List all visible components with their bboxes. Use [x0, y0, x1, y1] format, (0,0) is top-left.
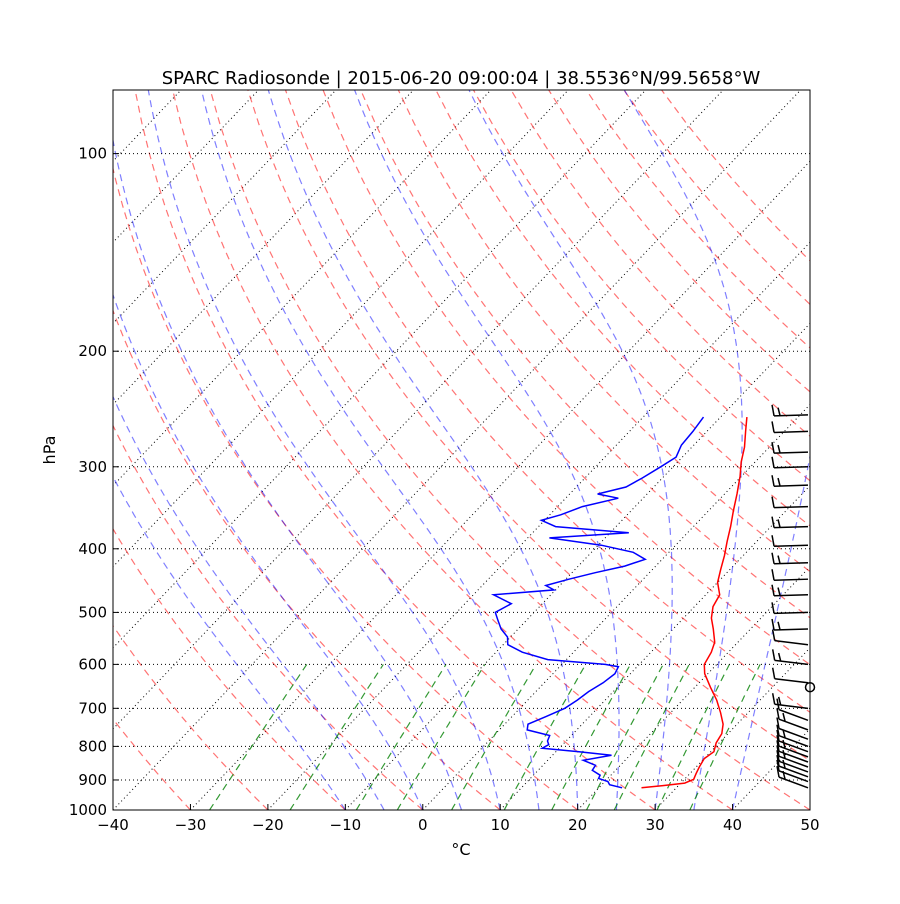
y-tick-label: 500: [78, 603, 107, 621]
mixing-ratio-line: [397, 664, 485, 810]
wind-barb: [773, 668, 808, 683]
mixing-ratio-lines: [210, 664, 761, 810]
wind-barb: [772, 535, 808, 546]
x-tick-label: −10: [330, 816, 362, 834]
y-tick-label: 400: [78, 540, 107, 558]
wind-barb: [777, 699, 808, 721]
isotherm-line: [887, 90, 900, 810]
y-tick-label: 700: [78, 699, 107, 717]
wind-barb: [773, 649, 808, 664]
wind-barb: [772, 585, 808, 596]
y-tick-label: 300: [78, 458, 107, 476]
dry-adiabat-line: [361, 90, 900, 810]
x-axis-label: °C: [451, 840, 470, 859]
dry-adiabat-line: [662, 90, 900, 810]
wind-barb: [772, 421, 808, 432]
isotherm-line: [578, 90, 900, 810]
y-tick-label: 1000: [69, 801, 107, 819]
dry-adiabat-line: [398, 90, 900, 810]
mixing-ratio-line: [452, 664, 536, 810]
isotherm-line: [268, 90, 900, 810]
dry-adiabat-line: [248, 90, 888, 810]
temperature-line: [642, 417, 747, 788]
dry-adiabats: [0, 90, 900, 810]
wind-barb: [772, 405, 808, 416]
wind-barb: [772, 619, 808, 630]
wind-barb: [773, 630, 808, 645]
wind-barb: [772, 569, 808, 580]
moist-adiabat-line: [202, 90, 539, 810]
profile-lines: [494, 417, 747, 788]
isotherm-grid: [0, 90, 900, 810]
y-axis: 100 200 300 400 500 600 700 800 900 1000: [69, 145, 119, 819]
moist-adiabat-line: [10, 90, 346, 810]
moist-adiabat-line: [733, 90, 836, 810]
moist-adiabat-line: [469, 90, 672, 810]
isotherm-line: [113, 90, 801, 810]
x-tick-label: 30: [646, 816, 665, 834]
dry-adiabat-line: [135, 90, 655, 810]
dry-adiabat-line: [286, 90, 900, 810]
isotherm-line: [0, 90, 26, 810]
y-axis-label: hPa: [40, 436, 59, 465]
x-tick-label: 40: [723, 816, 742, 834]
dry-adiabat-line: [549, 90, 900, 810]
isotherm-line: [810, 90, 900, 810]
dry-adiabat-line: [173, 90, 733, 810]
x-tick-label: −20: [252, 816, 284, 834]
isotherm-line: [500, 90, 900, 810]
wind-barb: [772, 553, 808, 564]
x-tick-label: 10: [491, 816, 510, 834]
moist-adiabat-line: [355, 90, 619, 810]
isotherm-line: [423, 90, 900, 810]
dry-adiabat-line: [436, 90, 900, 810]
chart-title: SPARC Radiosonde | 2015-06-20 09:00:04 |…: [162, 68, 761, 89]
wind-barb: [772, 497, 808, 508]
dry-adiabat-line: [624, 90, 900, 810]
y-tick-label: 900: [78, 771, 107, 789]
wind-barb: [772, 517, 808, 528]
y-tick-label: 800: [78, 737, 107, 755]
y-tick-label: 100: [78, 145, 107, 163]
moist-adiabat-line: [624, 90, 742, 810]
y-tick-label: 200: [78, 342, 107, 360]
isotherm-line: [345, 90, 900, 810]
isotherm-line: [0, 90, 413, 810]
isobar-grid: [113, 154, 810, 780]
x-tick-label: 50: [800, 816, 819, 834]
wind-barb: [772, 475, 808, 486]
mixing-ratio-line: [614, 664, 689, 810]
dry-adiabat-line: [210, 90, 810, 810]
x-tick-label: −30: [175, 816, 207, 834]
mixing-ratio-line: [210, 664, 307, 810]
isotherm-line: [0, 90, 258, 810]
x-tick-label: 0: [418, 816, 428, 834]
y-tick-label: 600: [78, 655, 107, 673]
moist-adiabat-line: [105, 90, 462, 810]
wind-barb: [772, 457, 808, 468]
moist-adiabat-line: [69, 90, 423, 810]
x-tick-label: 20: [568, 816, 587, 834]
wind-barb: [772, 442, 808, 453]
wind-barbs: [772, 405, 814, 788]
wind-barb: [777, 766, 808, 788]
isotherm-line: [0, 90, 491, 810]
